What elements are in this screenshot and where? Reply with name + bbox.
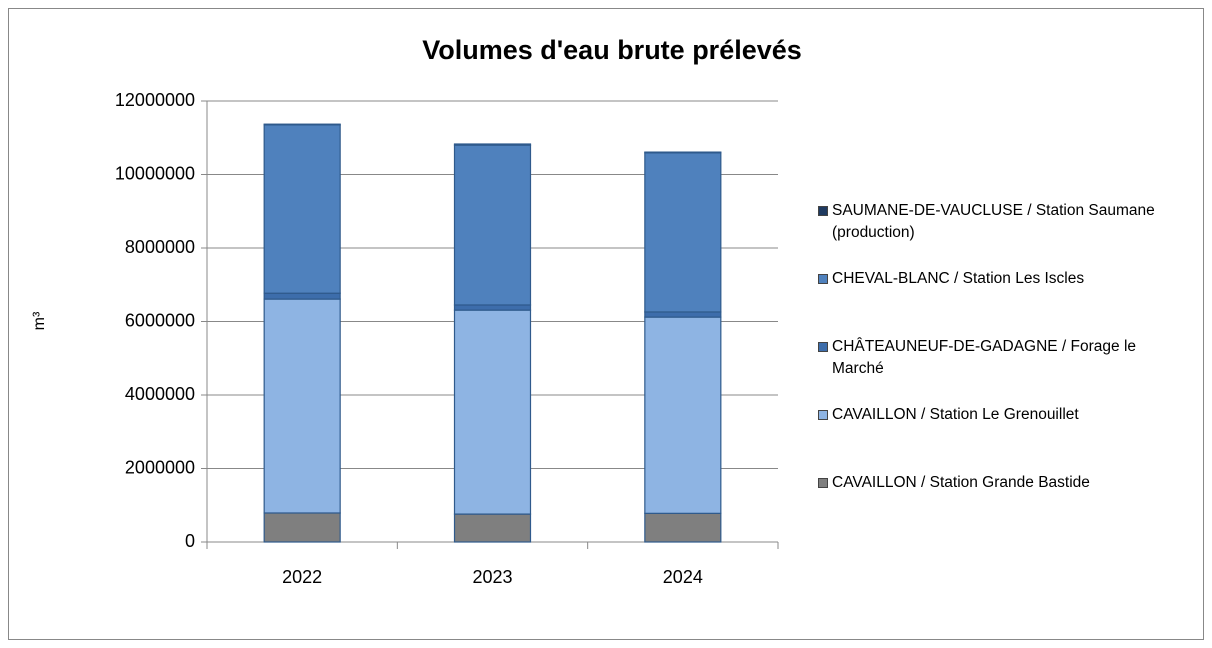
legend-swatch [818,206,828,216]
bar-segment [644,151,722,154]
bar-segment [263,124,341,294]
legend-item: SAUMANE-DE-VAUCLUSE / Station Saumane (p… [818,200,1178,268]
y-tick-label: 8000000 [125,237,195,257]
bar-segment [263,512,341,543]
bar-segment [453,309,532,515]
bar-segment [644,512,722,543]
bar-segment [453,144,532,306]
legend-label: CAVAILLON / Station Grande Bastide [832,474,1090,491]
legend-label: SAUMANE-DE-VAUCLUSE / Station Saumane (p… [832,202,1155,241]
chart-title: Volumes d'eau brute prélevés [422,35,802,65]
x-tick-label: 2022 [282,567,322,587]
bar-segment [263,123,341,126]
bar-segment [644,311,722,318]
legend-item: CAVAILLON / Station Le Grenouillet [818,404,1178,472]
legend-label: CHÂTEAUNEUF-DE-GADAGNE / Forage le March… [832,338,1137,377]
legend-label: CAVAILLON / Station Le Grenouillet [832,406,1079,423]
y-tick-label: 6000000 [125,310,195,330]
bar-segment [453,143,532,146]
x-tick-label: 2024 [663,567,703,587]
legend-item: CHEVAL-BLANC / Station Les Iscles [818,268,1178,336]
legend-swatch [818,274,828,284]
x-tick-label: 2023 [472,567,512,587]
y-tick-label: 12000000 [115,90,195,110]
bar-segment [644,316,722,514]
bar-segment [453,513,532,543]
bar-segment [263,298,341,514]
legend-swatch [818,478,828,488]
chart-border [8,8,1204,640]
legend: SAUMANE-DE-VAUCLUSE / Station Saumane (p… [818,200,1178,540]
legend-item: CHÂTEAUNEUF-DE-GADAGNE / Forage le March… [818,336,1178,404]
bar-segment [263,292,341,300]
y-tick-label: 0 [185,531,195,551]
y-axis-label: m³ [31,311,48,330]
y-tick-label: 10000000 [115,163,195,183]
legend-label: CHEVAL-BLANC / Station Les Iscles [832,270,1085,287]
legend-swatch [818,342,828,352]
bar-segment [453,304,532,311]
legend-item: CAVAILLON / Station Grande Bastide [818,472,1178,540]
legend-swatch [818,410,828,420]
y-tick-label: 4000000 [125,384,195,404]
y-tick-label: 2000000 [125,457,195,477]
bar-segment [644,152,722,313]
